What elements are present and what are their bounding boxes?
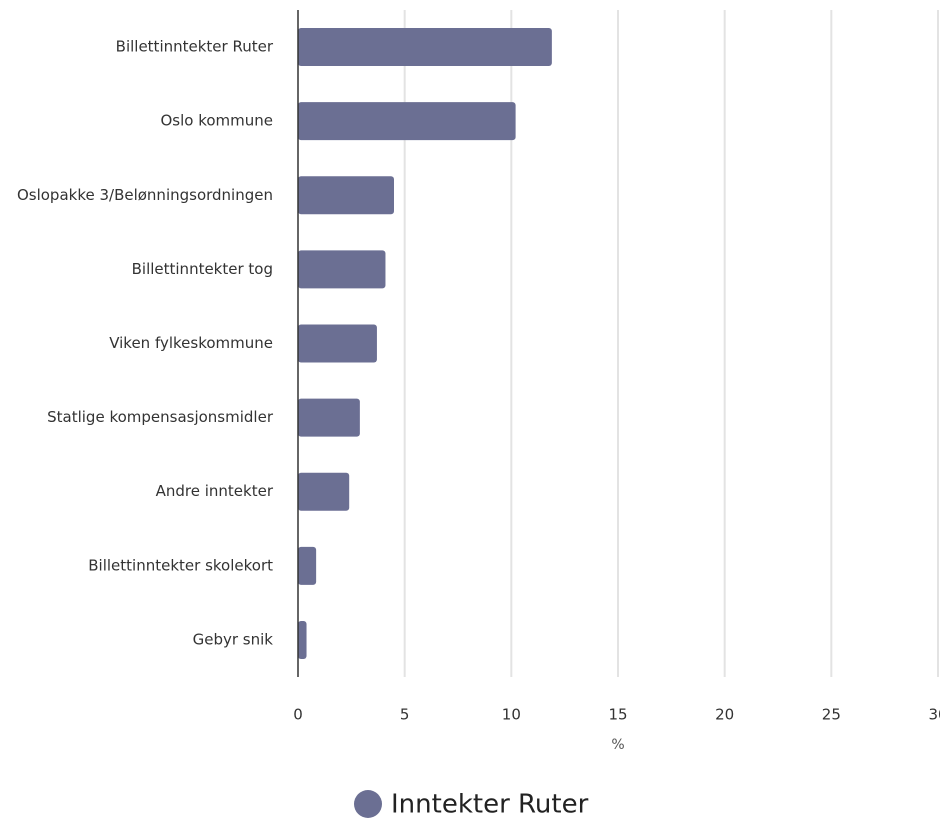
bar xyxy=(298,250,386,289)
y-tick-label: Oslopakke 3/Belønningsordningen xyxy=(17,186,273,204)
y-tick-label: Andre inntekter xyxy=(156,482,274,500)
x-tick-label: 15 xyxy=(608,706,627,724)
bar xyxy=(298,102,516,141)
x-axis-label: % xyxy=(611,737,624,753)
legend-label[interactable]: Inntekter Ruter xyxy=(391,790,589,820)
bar xyxy=(298,324,377,363)
y-tick-label: Billettinntekter tog xyxy=(132,260,273,278)
x-tick-label: 10 xyxy=(502,706,521,724)
x-tick-label: 25 xyxy=(822,706,841,724)
bar xyxy=(298,28,552,67)
bar xyxy=(298,472,350,511)
y-tick-label: Statlige kompensasjonsmidler xyxy=(47,408,274,426)
y-tick-label: Billettinntekter skolekort xyxy=(88,556,273,574)
x-tick-label: 5 xyxy=(400,706,410,724)
legend-swatch[interactable] xyxy=(354,790,382,818)
x-tick-label: 20 xyxy=(715,706,734,724)
bar xyxy=(298,546,317,585)
bar xyxy=(298,398,360,437)
bar xyxy=(298,620,307,659)
y-tick-label: Billettinntekter Ruter xyxy=(116,38,274,56)
y-tick-label: Oslo kommune xyxy=(160,112,273,130)
x-tick-label: 30 xyxy=(928,706,940,724)
x-tick-label: 0 xyxy=(293,706,303,724)
y-tick-label: Viken fylkeskommune xyxy=(109,334,273,352)
y-tick-label: Gebyr snik xyxy=(193,630,274,648)
bar xyxy=(298,176,394,215)
